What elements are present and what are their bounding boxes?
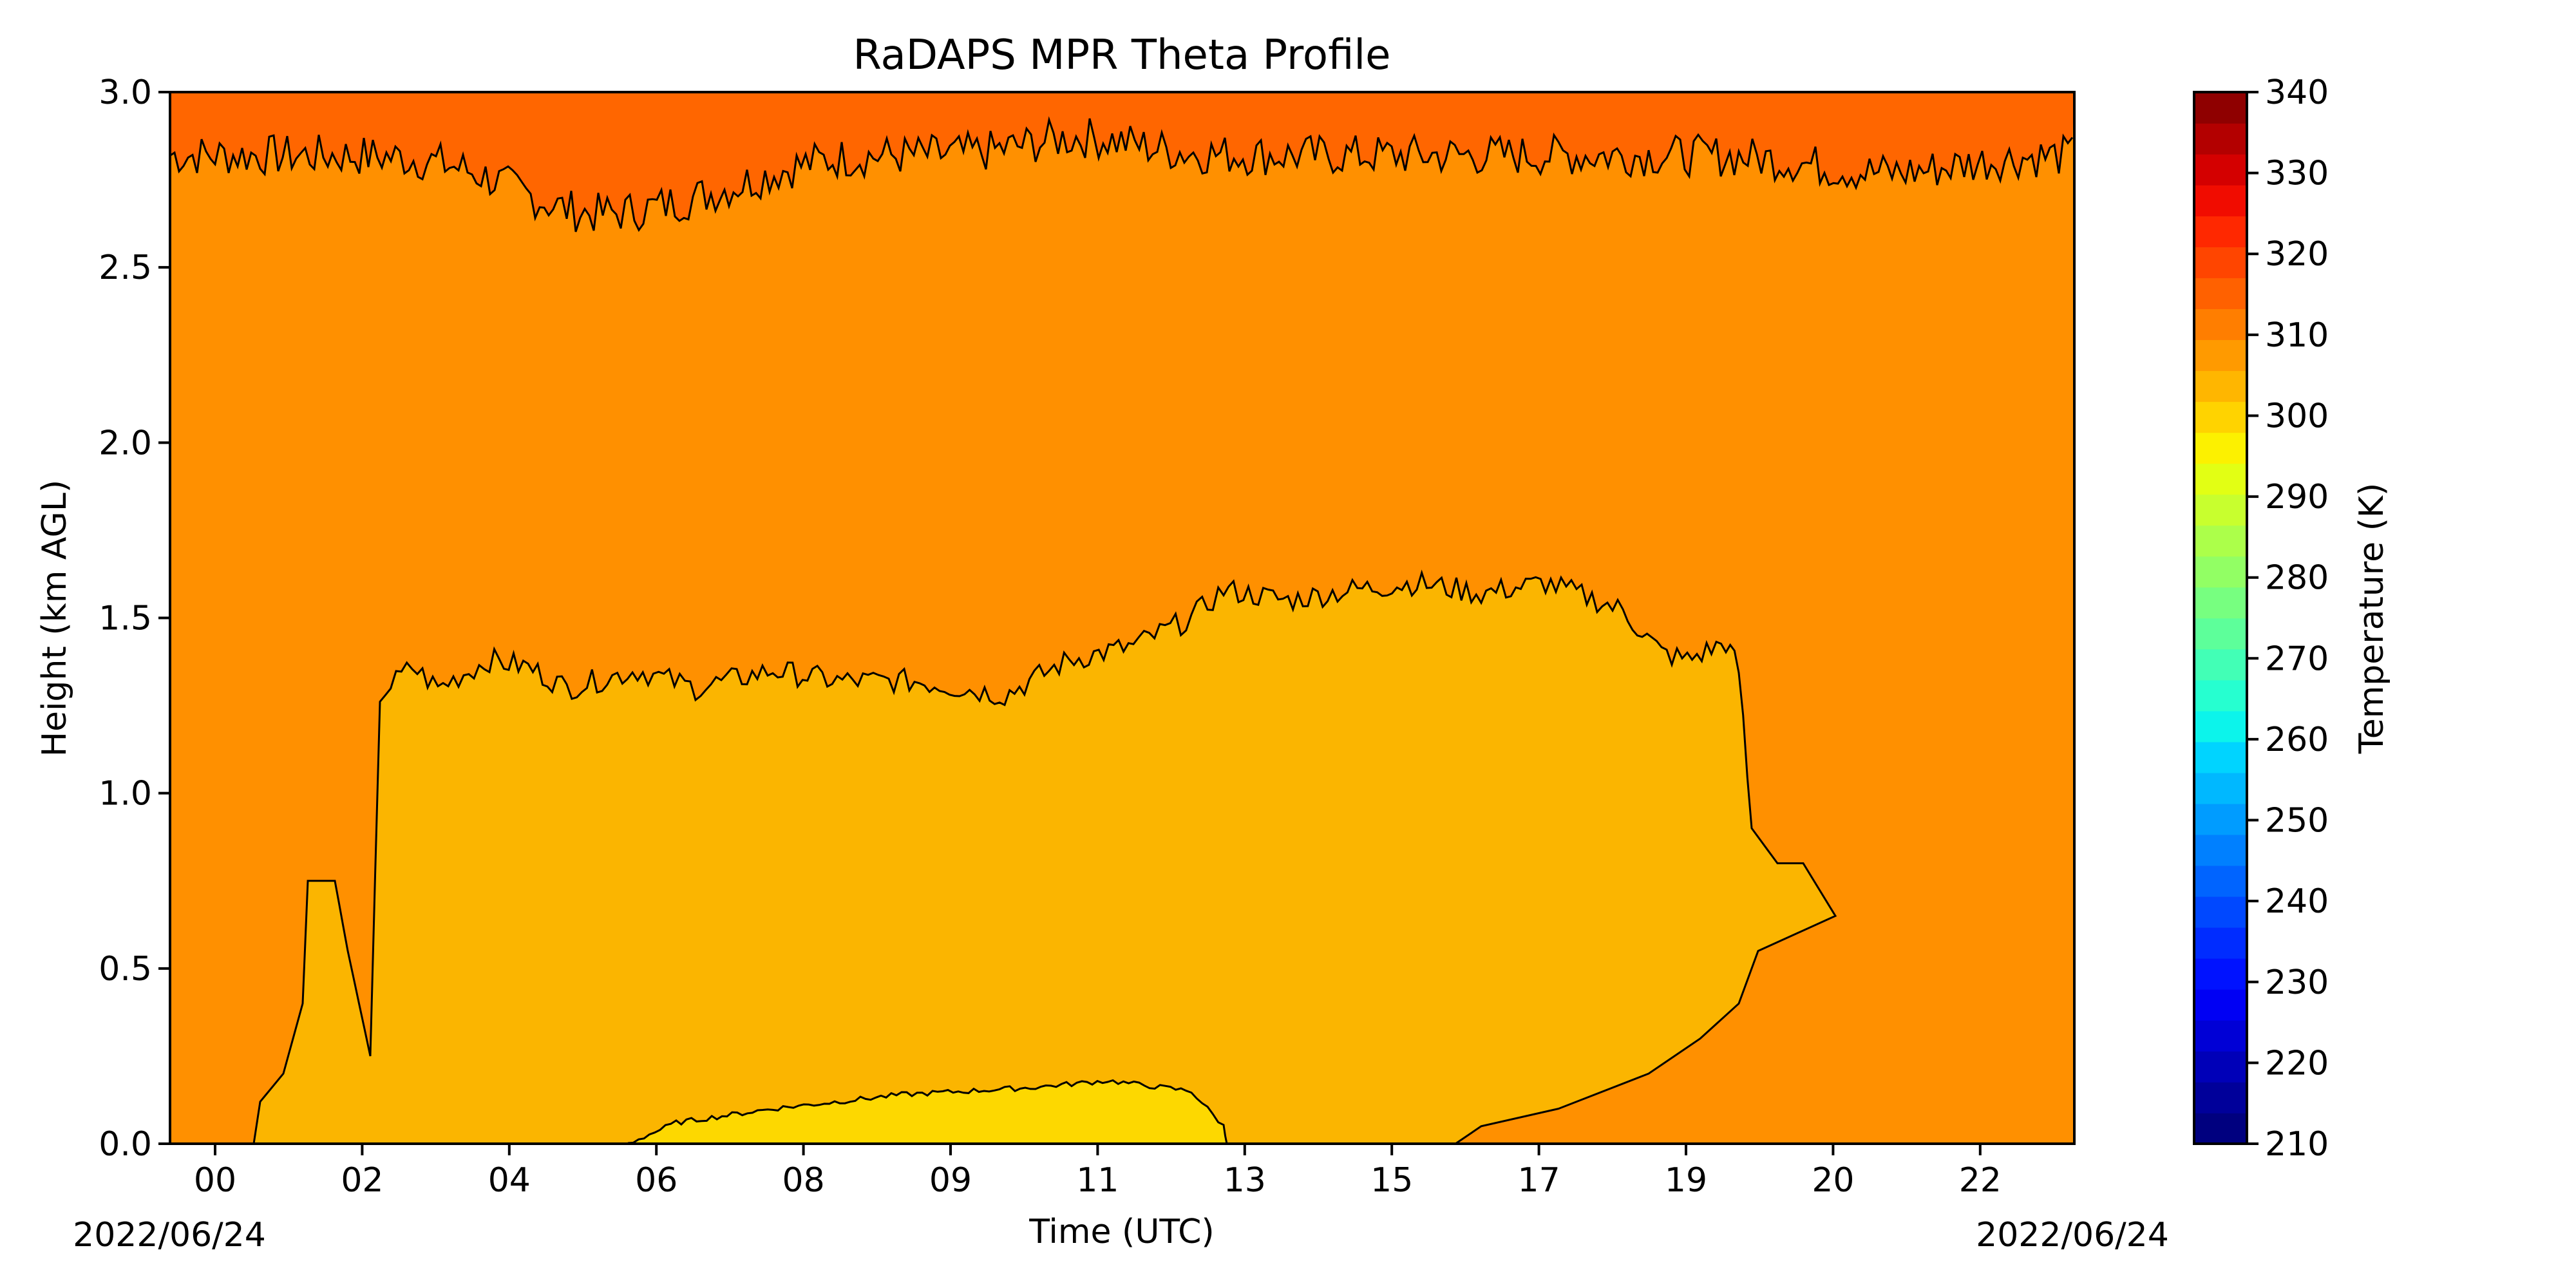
theta-305-band [254,573,1835,1144]
colorbar-level [2194,958,2247,990]
colorbar-level [2194,525,2247,557]
colorbar-tick-label: 340 [2265,73,2329,112]
colorbar-frame [2193,91,2248,1145]
colorbar-level [2194,865,2247,897]
x-tick-label: 04 [488,1161,531,1200]
y-tick-label: 0.0 [99,1125,152,1164]
colorbar-level [2194,92,2247,124]
colorbar-tick-label: 300 [2265,397,2329,435]
colorbar-level [2194,834,2247,866]
colorbar-tick-label: 330 [2265,155,2329,193]
y-tick-label: 2.5 [99,249,152,287]
colorbar-level [2194,123,2247,155]
colorbar-level [2194,308,2247,341]
colorbar-level [2194,741,2247,773]
date-label-left: 2022/06/24 [73,1216,266,1255]
chart-title: RaDAPS MPR Theta Profile [853,32,1390,79]
theta-310-band [170,92,2074,232]
colorbar-level [2194,896,2247,928]
x-tick-label: 09 [929,1161,972,1200]
x-tick-label: 15 [1370,1161,1413,1200]
theta-300-band [628,1080,1227,1144]
y-tick-label: 2.0 [99,424,152,462]
x-tick-label: 00 [194,1161,236,1200]
colorbar [2193,91,2248,1145]
colorbar-level [2194,247,2247,278]
y-tick-label: 3.0 [99,73,152,112]
colorbar-level [2194,432,2247,464]
colorbar-tick-label: 320 [2265,235,2329,274]
x-tick-label: 11 [1076,1161,1119,1200]
colorbar-level [2194,618,2247,650]
colorbar-level [2194,339,2247,372]
x-tick-label: 22 [1959,1161,2002,1200]
colorbar-label: Temperature (K) [2353,483,2391,755]
colorbar-tick-label: 250 [2265,802,2329,840]
colorbar-tick-label: 260 [2265,721,2329,759]
x-tick-label: 20 [1812,1161,1854,1200]
theta-310-contour [169,116,2074,232]
x-tick-label: 19 [1665,1161,1707,1200]
contour-plot-area [169,91,2076,1145]
x-tick-label: 13 [1224,1161,1266,1200]
colorbar-level [2194,216,2247,247]
x-tick-label: 06 [635,1161,677,1200]
x-tick-label: 02 [341,1161,383,1200]
colorbar-level [2194,185,2247,216]
colorbar-tick-label: 270 [2265,639,2329,678]
colorbar-level [2194,989,2247,1021]
colorbar-level [2194,803,2247,835]
theta-305-contour [252,569,1837,1145]
colorbar-level [2194,649,2247,681]
colorbar-tick-label: 240 [2265,882,2329,921]
y-axis-label: Height (km AGL) [35,480,74,757]
colorbar-level [2194,1019,2247,1052]
colorbar-ticks: 210 220 230 240 250 260 270 280 290 300 310 320 330 3… [2247,73,2329,1164]
colorbar-level [2194,370,2247,402]
colorbar-level [2194,278,2247,310]
theta-300-contour [627,1079,1228,1144]
colorbar-level [2194,927,2247,959]
colorbar-level [2194,679,2247,712]
colorbar-level [2194,587,2247,619]
y-axis: 0.0 0.5 1.0 1.5 2.0 2.5 3.0 [99,73,170,1164]
colorbar-level [2194,494,2247,526]
colorbar-level [2194,1081,2247,1113]
colorbar-level [2194,154,2247,185]
colorbar-level [2194,772,2247,804]
x-tick-label: 17 [1518,1161,1560,1200]
colorbar-tick-label: 310 [2265,316,2329,355]
colorbar-level [2194,1050,2247,1083]
date-label-right: 2022/06/24 [1976,1216,2169,1255]
colorbar-tick-label: 280 [2265,559,2329,598]
colorbar-level [2194,710,2247,743]
x-tick-label: 08 [782,1161,825,1200]
colorbar-tick-label: 230 [2265,963,2329,1002]
colorbar-tick-label: 290 [2265,478,2329,516]
colorbar-tick-label: 210 [2265,1125,2329,1164]
y-tick-label: 1.0 [99,775,152,813]
colorbar-level [2194,1112,2247,1144]
y-tick-label: 0.5 [99,950,152,989]
colorbar-level [2194,463,2247,495]
colorbar-level [2194,556,2247,588]
colorbar-tick-label: 220 [2265,1044,2329,1083]
y-tick-label: 1.5 [99,600,152,638]
x-axis-label: Time (UTC) [1028,1213,1214,1251]
colorbar-level [2194,401,2247,433]
x-axis: 00 02 04 06 08 09 11 13 15 17 19 20 22 [194,1144,2002,1200]
